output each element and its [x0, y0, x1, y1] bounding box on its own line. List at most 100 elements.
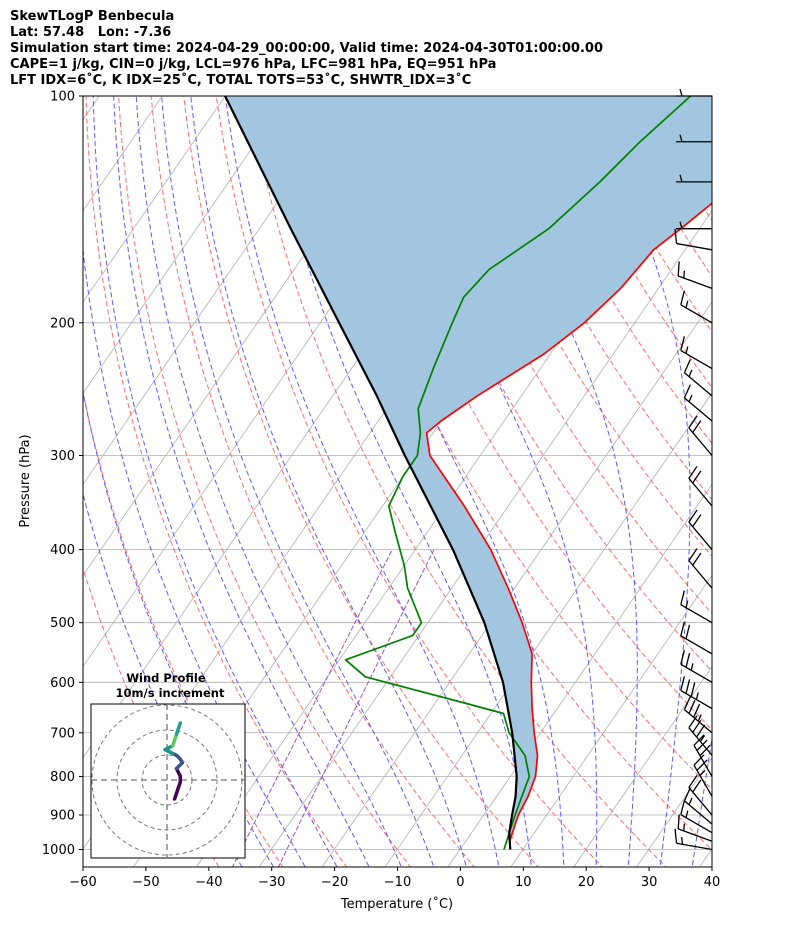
barb-flag — [680, 336, 685, 351]
barb-half-flag — [679, 221, 683, 229]
y-axis: 100 200 300 400 500 600 700 800 900 1000 — [42, 90, 83, 858]
wind-barb — [688, 775, 713, 816]
y-tick-label: 300 — [50, 449, 75, 464]
barb-flag — [688, 415, 698, 429]
mixing-ratio-line — [277, 549, 435, 867]
barb-flag — [688, 715, 698, 729]
wind-barb — [676, 174, 712, 183]
x-axis: −60 −50 −40 −30 −20 −10 0 10 20 30 40 — [69, 867, 720, 890]
x-tick-label: 40 — [704, 875, 721, 890]
cape-fill — [225, 96, 712, 850]
barb-flag — [683, 787, 691, 802]
isotherm-line — [83, 96, 163, 212]
barb-half-flag — [683, 270, 685, 279]
y-axis-label: Pressure (hPa) — [18, 434, 33, 527]
chart-header: SkewTLogP Benbecula Lat: 57.48 Lon: -7.3… — [10, 9, 603, 89]
x-axis-label: Temperature (˚C) — [340, 896, 453, 912]
barb-flag — [688, 548, 698, 561]
x-tick-label: 0 — [456, 875, 464, 890]
barb-flag — [677, 261, 680, 277]
x-tick-label: −30 — [258, 875, 285, 890]
barb-flag — [690, 682, 696, 697]
barb-half-flag — [688, 797, 693, 805]
wind-barb — [688, 509, 713, 551]
temperature-line — [425, 202, 712, 850]
isotherm-line — [258, 210, 712, 867]
x-tick-label: 10 — [515, 875, 532, 890]
x-tick-label: −40 — [195, 875, 222, 890]
x-tick-label: −20 — [321, 875, 348, 890]
barb-flag — [692, 420, 702, 433]
moist-adiabat — [83, 389, 275, 867]
hodograph-segment — [176, 721, 183, 731]
dewpoint-line — [344, 96, 692, 850]
wind-barb — [680, 650, 713, 683]
wind-barb — [688, 548, 713, 589]
barb-staff — [676, 242, 713, 251]
y-tick-label: 1000 — [42, 843, 75, 858]
barb-flag — [677, 814, 680, 829]
moist-adiabat — [318, 96, 565, 867]
dry-adiabat — [780, 62, 794, 881]
x-tick-label: 30 — [641, 875, 658, 890]
dry-adiabat — [150, 96, 476, 867]
barb-flag — [680, 590, 685, 605]
barb-half-flag — [699, 769, 706, 776]
isotherm-line — [573, 665, 712, 867]
barb-half-flag — [685, 810, 689, 818]
barb-flag — [680, 676, 685, 691]
barb-half-flag — [688, 369, 693, 377]
dry-adiabat — [749, 62, 794, 881]
barb-flag — [683, 384, 691, 399]
barb-flag — [688, 509, 698, 523]
wind-barb — [676, 88, 712, 97]
dry-adiabat — [345, 96, 712, 731]
barb-flag — [683, 696, 691, 710]
x-tick-label: −10 — [384, 875, 411, 890]
barb-flag — [685, 679, 691, 694]
x-tick-label: −60 — [69, 875, 96, 890]
wind-barb — [680, 676, 713, 710]
dry-adiabat — [378, 96, 712, 673]
index-line: LFT IDX=6˚C, K IDX=25˚C, TOTAL TOTS=53˚C… — [10, 73, 472, 88]
barb-flag — [699, 744, 711, 757]
barb-flag — [696, 739, 708, 751]
barb-flag — [696, 724, 706, 738]
wind-barb — [688, 465, 713, 507]
time-line: Simulation start time: 2024-04-29_00:00:… — [10, 41, 603, 56]
wind-barb — [683, 787, 713, 825]
wind-barb — [674, 828, 713, 851]
barb-flag — [692, 470, 702, 484]
barb-half-flag — [688, 394, 693, 403]
barb-flag — [688, 699, 696, 714]
isotherm-line — [83, 96, 289, 394]
barb-half-flag — [685, 346, 689, 354]
x-tick-label: −50 — [132, 875, 159, 890]
barb-flag — [680, 650, 685, 665]
moist-adiabat — [161, 96, 435, 867]
wind-barb — [676, 221, 712, 230]
wind-barb — [680, 590, 713, 624]
moist-adiabat — [384, 96, 598, 867]
y-tick-label: 700 — [50, 726, 75, 741]
wind-barb — [688, 715, 713, 756]
location-line: Lat: 57.48 Lon: -7.36 — [10, 25, 172, 40]
wind-barb — [680, 621, 713, 655]
wind-barb — [683, 696, 713, 734]
barb-flag — [688, 775, 698, 788]
barb-staff — [676, 842, 713, 851]
barb-half-flag — [685, 600, 689, 608]
barb-flag — [674, 229, 678, 244]
barb-flag — [683, 359, 691, 373]
dry-adiabat — [83, 566, 220, 867]
wind-barb — [676, 134, 712, 143]
moist-adiabat — [190, 96, 467, 867]
moist-adiabat — [471, 96, 638, 867]
barb-half-flag — [690, 663, 694, 671]
wind-barb — [680, 800, 713, 834]
wind-barb — [683, 359, 713, 397]
inset-content — [91, 704, 245, 858]
wind-barb — [680, 336, 713, 370]
profile-lines — [224, 96, 712, 850]
